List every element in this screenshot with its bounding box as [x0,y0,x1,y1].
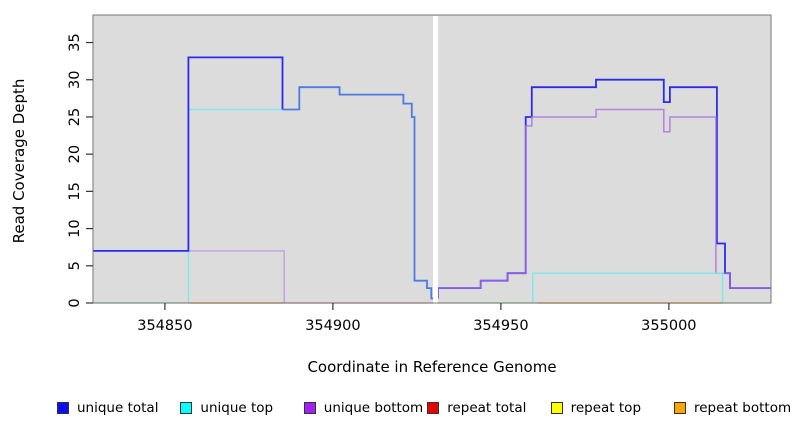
y-tick-label: 5 [67,261,83,270]
y-axis-title: Read Coverage Depth [10,78,28,244]
series-unique-total-left [93,56,284,252]
y-tick-label: 20 [67,145,83,163]
y-tick-label: 35 [67,33,83,51]
x-tick-label: 354850 [137,318,192,334]
x-tick-label: 355000 [641,318,696,334]
x-axis-title: Coordinate in Reference Genome [307,358,557,376]
x-tick-label: 354950 [473,318,528,334]
coverage-gap-band [433,16,439,303]
series-unique-total-left-tail [282,86,436,300]
plot-border [92,14,772,304]
series-unique-top-right [532,272,724,303]
y-tick-label: 10 [67,219,83,237]
y-tick-label: 25 [67,108,83,126]
y-tick-label: 15 [67,182,83,200]
x-tick-label: 354900 [305,318,360,334]
series-unique-bottom-right [437,108,771,299]
y-tick-label: 0 [67,298,83,307]
plot-area [93,15,771,303]
y-tick-label: 30 [67,71,83,89]
